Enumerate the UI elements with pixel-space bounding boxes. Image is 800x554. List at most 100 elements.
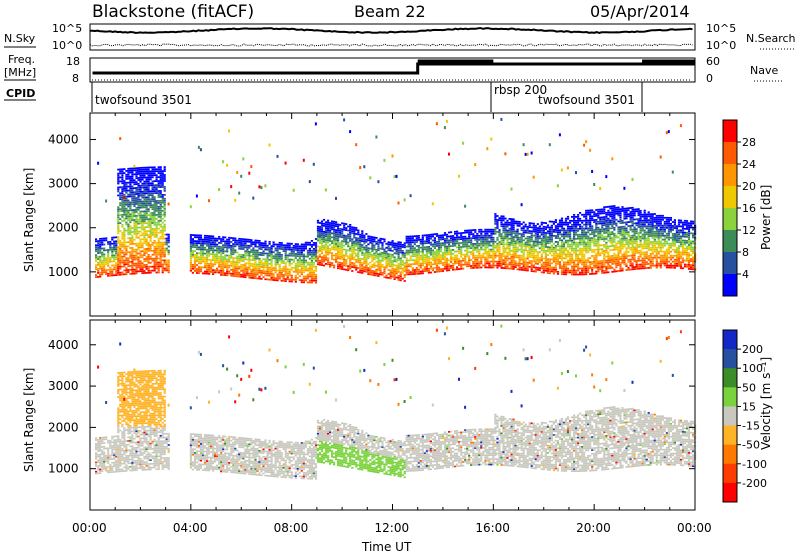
power-cell	[149, 249, 152, 252]
power-cell	[224, 250, 227, 253]
power-cell	[448, 245, 451, 248]
power-cell	[248, 171, 251, 175]
power-cell	[240, 258, 243, 260]
power-cell	[339, 232, 342, 234]
power-cell	[417, 252, 420, 255]
power-cell	[478, 230, 481, 233]
power-cell	[254, 245, 257, 248]
power-cell	[383, 258, 386, 261]
power-cell	[125, 271, 128, 274]
power-cell	[595, 256, 598, 259]
power-cell	[135, 197, 138, 199]
power-cell	[573, 225, 576, 228]
power-cell	[337, 223, 340, 226]
power-cell	[310, 263, 313, 266]
power-cell	[496, 225, 499, 227]
power-cell	[268, 278, 271, 281]
power-cell	[308, 180, 311, 184]
power-cell	[345, 223, 348, 225]
power-cell	[193, 256, 197, 258]
power-cell	[272, 241, 275, 244]
power-cell	[228, 240, 231, 243]
power-cell	[564, 271, 568, 274]
power-cell	[591, 255, 594, 257]
power-cell	[129, 169, 132, 172]
power-cell	[119, 246, 122, 248]
power-cell	[151, 182, 154, 185]
power-cell	[163, 174, 166, 176]
power-cell	[125, 183, 128, 186]
power-cell	[566, 217, 570, 220]
power-cell	[445, 245, 449, 248]
power-cell	[540, 221, 543, 224]
power-cell	[306, 251, 309, 254]
power-cell	[157, 239, 160, 242]
power-cell	[506, 267, 509, 270]
power-cell	[327, 239, 330, 242]
power-cell	[569, 233, 572, 236]
power-cell	[141, 200, 144, 203]
power-cell	[514, 252, 517, 255]
power-cell	[222, 248, 225, 250]
power-cell	[433, 257, 436, 259]
power-cell	[327, 219, 330, 222]
power-cell	[506, 247, 509, 250]
power-cell	[101, 253, 104, 256]
power-cell	[474, 245, 477, 247]
power-cell	[331, 232, 334, 235]
power-cell	[575, 224, 578, 226]
power-cell	[109, 243, 112, 245]
power-cell	[484, 244, 487, 247]
power-cell	[397, 267, 400, 269]
power-cell	[445, 253, 449, 256]
power-cell	[252, 253, 255, 256]
power-cell	[528, 232, 531, 234]
power-cell	[456, 238, 459, 241]
power-cell	[208, 247, 211, 249]
power-cell	[595, 234, 598, 237]
power-cell	[597, 208, 600, 211]
power-cell	[232, 247, 235, 249]
power-cell	[492, 248, 495, 251]
power-cell	[583, 269, 586, 272]
power-cell	[123, 235, 126, 238]
power-cell	[129, 207, 132, 210]
power-cell	[324, 231, 328, 233]
power-cell	[581, 225, 584, 228]
power-cell	[365, 262, 368, 265]
power-cell	[222, 274, 225, 276]
power-cell	[577, 265, 580, 268]
power-cell	[318, 240, 322, 242]
power-cell	[433, 263, 436, 265]
power-cell	[141, 218, 144, 221]
power-cell	[518, 240, 521, 243]
power-cell	[254, 259, 257, 262]
power-cell	[550, 262, 553, 265]
power-cell	[595, 258, 598, 261]
power-cell	[462, 243, 465, 246]
power-cell	[391, 154, 394, 158]
power-cell	[389, 249, 392, 252]
power-cell	[464, 263, 467, 266]
power-cell	[496, 231, 499, 233]
power-cell	[159, 178, 162, 180]
power-cell	[403, 244, 406, 247]
power-cell	[318, 236, 322, 238]
power-cell	[135, 173, 138, 175]
power-cell	[460, 242, 463, 244]
power-cell	[314, 252, 318, 254]
power-cell	[331, 228, 334, 231]
power-cell	[496, 260, 499, 263]
power-cell	[387, 265, 390, 267]
power-cell	[355, 268, 358, 271]
power-cell	[163, 180, 166, 182]
power-cell	[155, 184, 158, 186]
power-cell	[409, 257, 412, 260]
power-cell	[544, 252, 547, 254]
power-cell	[365, 268, 368, 271]
power-cell	[145, 192, 148, 195]
power-cell	[141, 226, 144, 229]
power-cell	[498, 247, 501, 249]
power-cell	[468, 241, 471, 244]
power-cell	[135, 167, 138, 170]
